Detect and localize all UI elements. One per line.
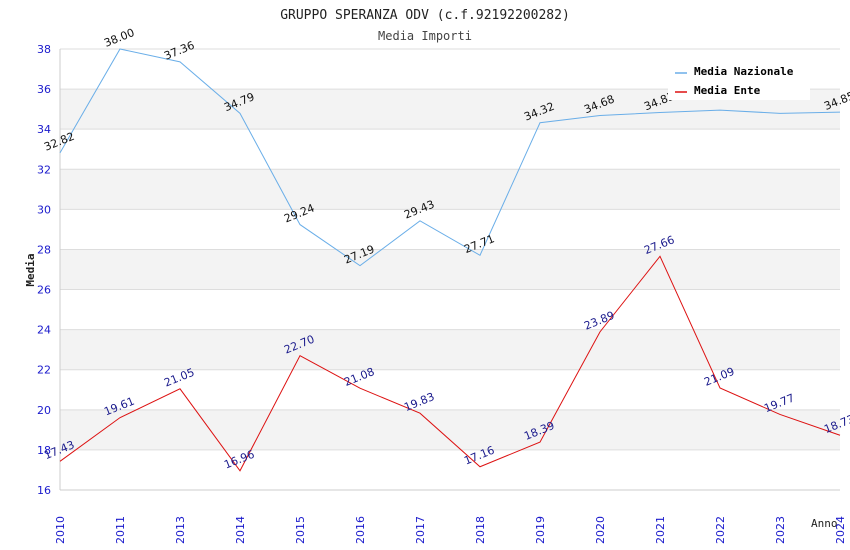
y-tick-label: 20	[37, 404, 51, 417]
legend-label-media-nazionale: Media Nazionale	[694, 65, 794, 78]
y-tick-label: 36	[37, 83, 51, 96]
y-tick-label: 24	[37, 324, 51, 337]
x-tick-label: 2014	[234, 516, 247, 544]
chart-title: GRUPPO SPERANZA ODV (c.f.92192200282)	[280, 8, 570, 23]
legend-background	[668, 60, 810, 100]
data-label: 37.36	[162, 39, 196, 63]
y-tick-label: 38	[37, 43, 51, 56]
x-tick-label: 2016	[354, 516, 367, 544]
x-tick-label: 2011	[114, 516, 127, 544]
x-tick-label: 2015	[294, 516, 307, 544]
data-label: 38.00	[102, 26, 136, 50]
chart-subtitle: Media Importi	[378, 29, 472, 43]
legend-label-media-ente: Media Ente	[694, 84, 761, 97]
legend: Media Nazionale Media Ente	[668, 60, 810, 100]
grid-band	[60, 169, 840, 210]
y-tick-label: 30	[37, 203, 51, 216]
x-tick-label: 2022	[714, 516, 727, 544]
x-tick-label: 2018	[474, 516, 487, 544]
x-axis-label: Anno	[811, 517, 838, 530]
y-tick-label: 28	[37, 243, 51, 256]
y-tick-label: 16	[37, 484, 51, 497]
x-tick-label: 2023	[774, 516, 787, 544]
y-tick-label: 34	[37, 123, 51, 136]
y-axis-ticks: 16 18 20 22 24 26 28 30 32 34 36 38	[37, 43, 51, 497]
x-tick-label: 2013	[174, 516, 187, 544]
y-tick-label: 18	[37, 444, 51, 457]
x-tick-label: 2021	[654, 516, 667, 544]
data-label: 16.96	[222, 448, 256, 472]
y-axis-label: Media	[24, 253, 37, 286]
grid-band	[60, 409, 840, 450]
series-line-media-ente	[59, 255, 841, 472]
x-tick-label: 2024	[834, 516, 847, 544]
grid-bands	[59, 48, 840, 491]
x-tick-label: 2020	[594, 516, 607, 544]
series-line-media-nazionale	[59, 48, 841, 267]
data-label: 17.43	[42, 438, 76, 462]
y-tick-label: 22	[37, 364, 51, 377]
x-tick-label: 2010	[54, 516, 67, 544]
x-tick-label: 2019	[534, 516, 547, 544]
x-tick-label: 2017	[414, 516, 427, 544]
series-lines	[59, 48, 841, 472]
y-tick-label: 32	[37, 163, 51, 176]
y-tick-label: 26	[37, 284, 51, 297]
data-label: 23.89	[582, 309, 616, 333]
grid-band	[60, 329, 840, 370]
x-axis-ticks: 2010 2011 2013 2014 2015 2016 2017 2018 2019 2020…	[54, 516, 847, 544]
grid-band	[60, 249, 840, 290]
